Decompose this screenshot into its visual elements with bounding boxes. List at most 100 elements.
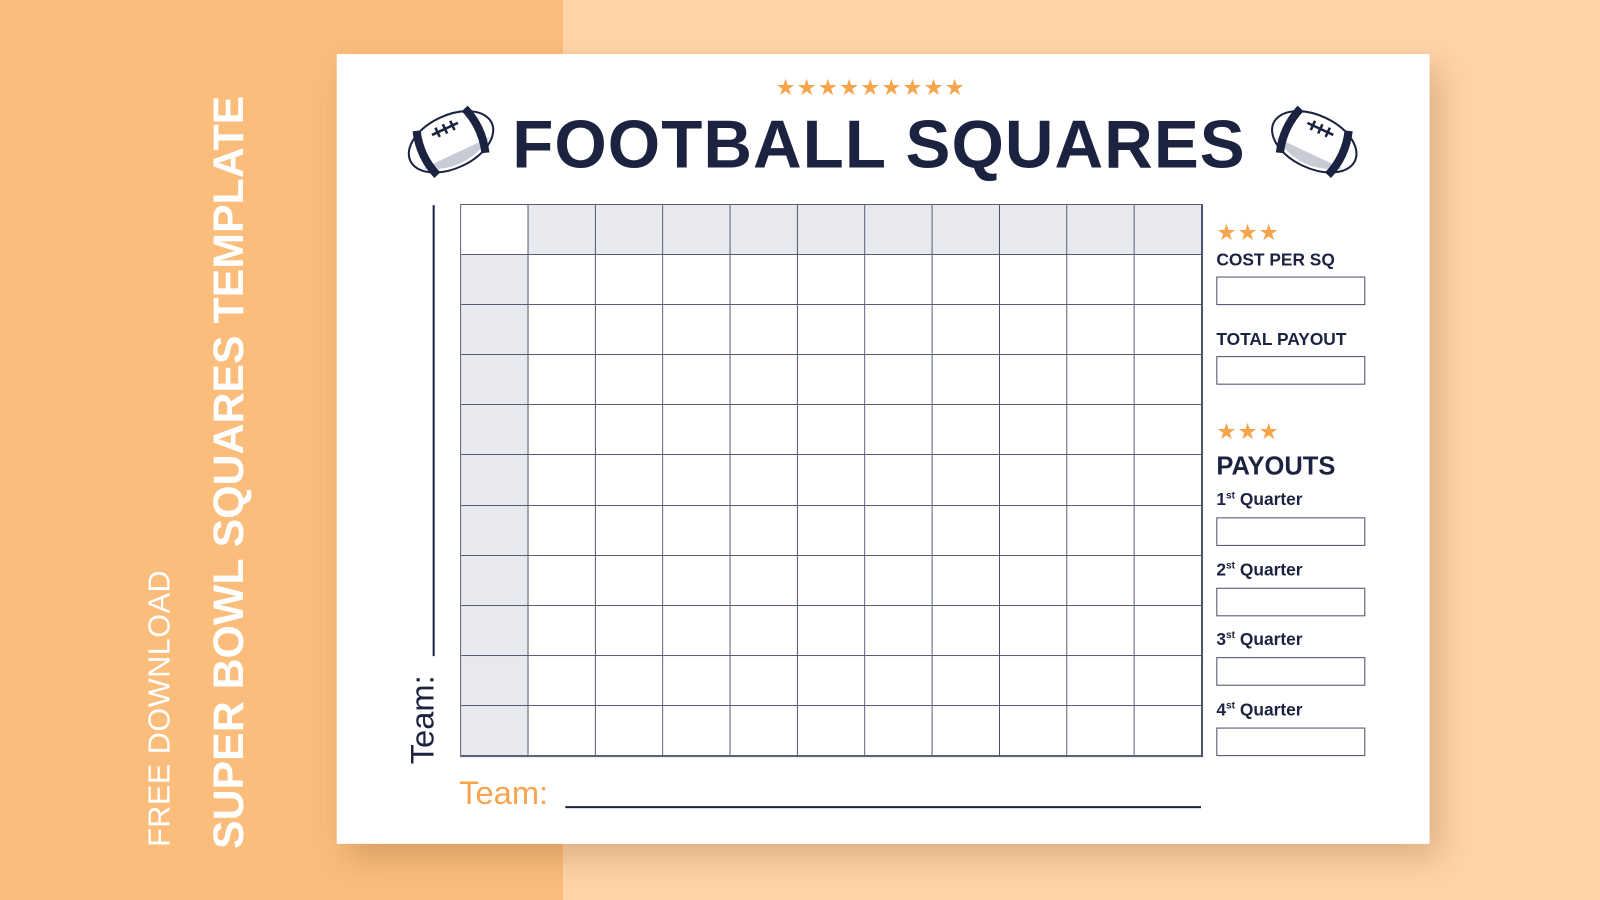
square-cell[interactable]	[663, 355, 731, 406]
square-cell[interactable]	[595, 555, 664, 606]
square-cell[interactable]	[1134, 655, 1203, 707]
column-header-cell[interactable]	[865, 205, 933, 256]
square-cell[interactable]	[1134, 455, 1203, 506]
square-cell[interactable]	[865, 605, 933, 656]
quarter-payout-field[interactable]	[1216, 587, 1366, 616]
row-header-cell[interactable]	[461, 706, 529, 757]
square-cell[interactable]	[528, 706, 596, 757]
square-cell[interactable]	[595, 405, 664, 456]
cost-per-square-field[interactable]	[1216, 276, 1366, 306]
square-cell[interactable]	[595, 455, 664, 506]
square-cell[interactable]	[999, 455, 1068, 506]
square-cell[interactable]	[663, 455, 731, 506]
square-cell[interactable]	[999, 405, 1068, 456]
square-cell[interactable]	[797, 355, 866, 406]
square-cell[interactable]	[932, 505, 1000, 556]
square-cell[interactable]	[797, 655, 866, 707]
square-cell[interactable]	[1067, 405, 1135, 456]
square-cell[interactable]	[932, 655, 1000, 707]
square-cell[interactable]	[1134, 555, 1203, 606]
square-cell[interactable]	[528, 455, 596, 506]
square-cell[interactable]	[1067, 706, 1135, 757]
square-cell[interactable]	[730, 405, 798, 456]
square-cell[interactable]	[1134, 355, 1203, 406]
square-cell[interactable]	[730, 255, 798, 306]
square-cell[interactable]	[730, 655, 798, 707]
square-cell[interactable]	[999, 505, 1068, 556]
square-cell[interactable]	[1134, 305, 1203, 356]
square-cell[interactable]	[932, 605, 1000, 656]
square-cell[interactable]	[999, 305, 1068, 356]
square-cell[interactable]	[999, 655, 1068, 707]
row-header-cell[interactable]	[461, 505, 529, 556]
square-cell[interactable]	[797, 455, 866, 506]
square-cell[interactable]	[1134, 505, 1203, 556]
square-cell[interactable]	[663, 555, 731, 606]
square-cell[interactable]	[1067, 655, 1135, 707]
row-header-cell[interactable]	[461, 455, 529, 506]
quarter-payout-field[interactable]	[1216, 727, 1366, 756]
square-cell[interactable]	[730, 305, 798, 356]
square-cell[interactable]	[528, 555, 596, 606]
square-cell[interactable]	[865, 255, 933, 306]
column-header-cell[interactable]	[1134, 205, 1203, 256]
square-cell[interactable]	[461, 205, 529, 256]
square-cell[interactable]	[595, 355, 664, 406]
square-cell[interactable]	[932, 405, 1000, 456]
row-header-cell[interactable]	[461, 355, 529, 406]
square-cell[interactable]	[865, 505, 933, 556]
square-cell[interactable]	[1134, 405, 1203, 456]
square-cell[interactable]	[797, 605, 866, 656]
square-cell[interactable]	[730, 555, 798, 606]
square-cell[interactable]	[528, 355, 596, 406]
square-cell[interactable]	[932, 455, 1000, 506]
square-cell[interactable]	[595, 605, 664, 656]
column-header-cell[interactable]	[1067, 205, 1135, 256]
quarter-payout-field[interactable]	[1216, 517, 1366, 546]
square-cell[interactable]	[528, 655, 596, 707]
square-cell[interactable]	[1134, 706, 1203, 757]
column-header-cell[interactable]	[663, 205, 731, 256]
square-cell[interactable]	[865, 455, 933, 506]
square-cell[interactable]	[1067, 355, 1135, 406]
square-cell[interactable]	[865, 655, 933, 707]
square-cell[interactable]	[797, 706, 866, 757]
column-header-cell[interactable]	[797, 205, 866, 256]
square-cell[interactable]	[730, 505, 798, 556]
square-cell[interactable]	[1067, 455, 1135, 506]
square-cell[interactable]	[528, 405, 596, 456]
column-header-cell[interactable]	[595, 205, 664, 256]
square-cell[interactable]	[663, 655, 731, 707]
quarter-payout-field[interactable]	[1216, 657, 1366, 686]
square-cell[interactable]	[865, 405, 933, 456]
square-cell[interactable]	[865, 706, 933, 757]
row-header-cell[interactable]	[461, 655, 529, 707]
square-cell[interactable]	[663, 305, 731, 356]
square-cell[interactable]	[528, 255, 596, 306]
row-header-cell[interactable]	[461, 405, 529, 456]
square-cell[interactable]	[797, 255, 866, 306]
square-cell[interactable]	[932, 305, 1000, 356]
row-header-cell[interactable]	[461, 605, 529, 656]
square-cell[interactable]	[595, 655, 664, 707]
square-cell[interactable]	[1067, 305, 1135, 356]
total-payout-field[interactable]	[1216, 356, 1366, 385]
square-cell[interactable]	[797, 405, 866, 456]
square-cell[interactable]	[999, 355, 1068, 406]
square-cell[interactable]	[865, 555, 933, 606]
square-cell[interactable]	[999, 706, 1068, 757]
square-cell[interactable]	[730, 455, 798, 506]
square-cell[interactable]	[730, 355, 798, 406]
column-header-cell[interactable]	[730, 205, 798, 256]
row-header-cell[interactable]	[461, 255, 529, 306]
square-cell[interactable]	[528, 305, 596, 356]
square-cell[interactable]	[932, 706, 1000, 757]
square-cell[interactable]	[595, 706, 664, 757]
square-cell[interactable]	[999, 255, 1068, 306]
square-cell[interactable]	[595, 305, 664, 356]
square-cell[interactable]	[865, 355, 933, 406]
square-cell[interactable]	[528, 505, 596, 556]
square-cell[interactable]	[1134, 605, 1203, 656]
square-cell[interactable]	[932, 355, 1000, 406]
square-cell[interactable]	[865, 305, 933, 356]
